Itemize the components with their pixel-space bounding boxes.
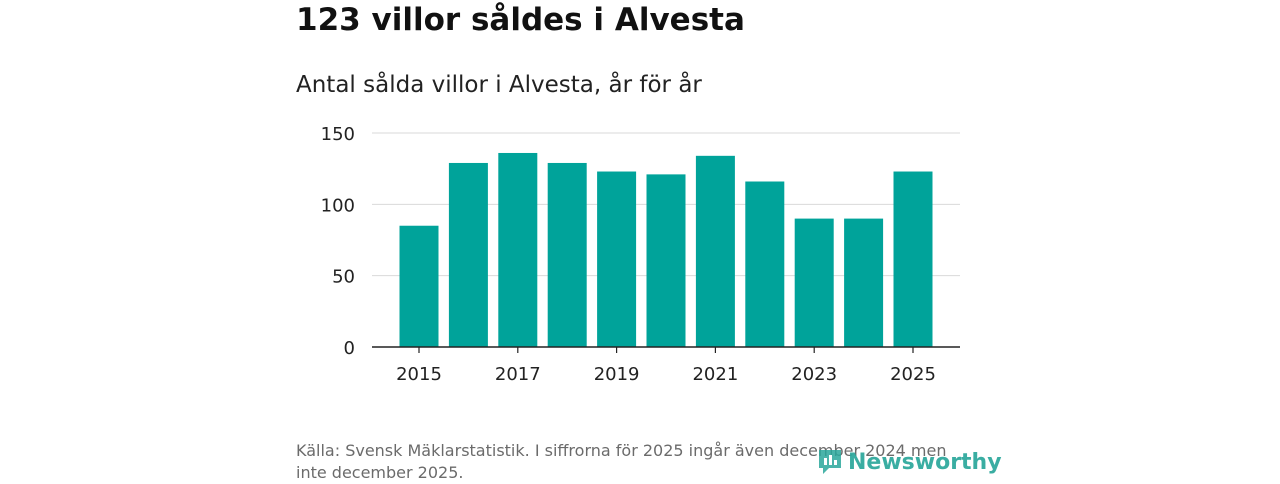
y-tick-label-50: 50 <box>332 267 355 288</box>
x-tick-label-2025: 2025 <box>890 364 936 385</box>
source-note: Källa: Svensk Mäklarstatistik. I siffror… <box>296 441 947 482</box>
bar-2023 <box>794 218 834 347</box>
bar-2025 <box>893 171 933 347</box>
x-tick-label-2023: 2023 <box>791 364 837 385</box>
chart-subtitle: Antal sålda villor i Alvesta, år för år <box>296 72 702 98</box>
newsworthy-logo-text: Newsworthy <box>848 449 1002 475</box>
bar-2020 <box>646 174 686 347</box>
newsworthy-logo-icon <box>819 450 841 474</box>
x-tick-label-2017: 2017 <box>495 364 541 385</box>
newsworthy-logo: Newsworthy <box>816 445 1002 479</box>
bar-2018 <box>547 162 587 347</box>
y-tick-label-100: 100 <box>321 195 355 216</box>
x-tick-label-2015: 2015 <box>396 364 442 385</box>
y-tick-label-150: 150 <box>321 124 355 145</box>
bar-2021 <box>695 155 735 347</box>
y-tick-label-0: 0 <box>344 338 355 359</box>
bar-2019 <box>597 171 637 347</box>
bar-2022 <box>745 181 785 347</box>
x-tick-label-2019: 2019 <box>594 364 640 385</box>
x-tick-label-2021: 2021 <box>692 364 738 385</box>
bar-2016 <box>448 162 488 347</box>
bar-2024 <box>844 218 884 347</box>
bar-chart: 0 50 100 150 2015 2017 2019 2021 2023 2025 <box>321 124 960 385</box>
bar-2015 <box>399 225 439 347</box>
chart-title: 123 villor såldes i Alvesta <box>296 2 745 38</box>
bar-2017 <box>498 152 538 347</box>
